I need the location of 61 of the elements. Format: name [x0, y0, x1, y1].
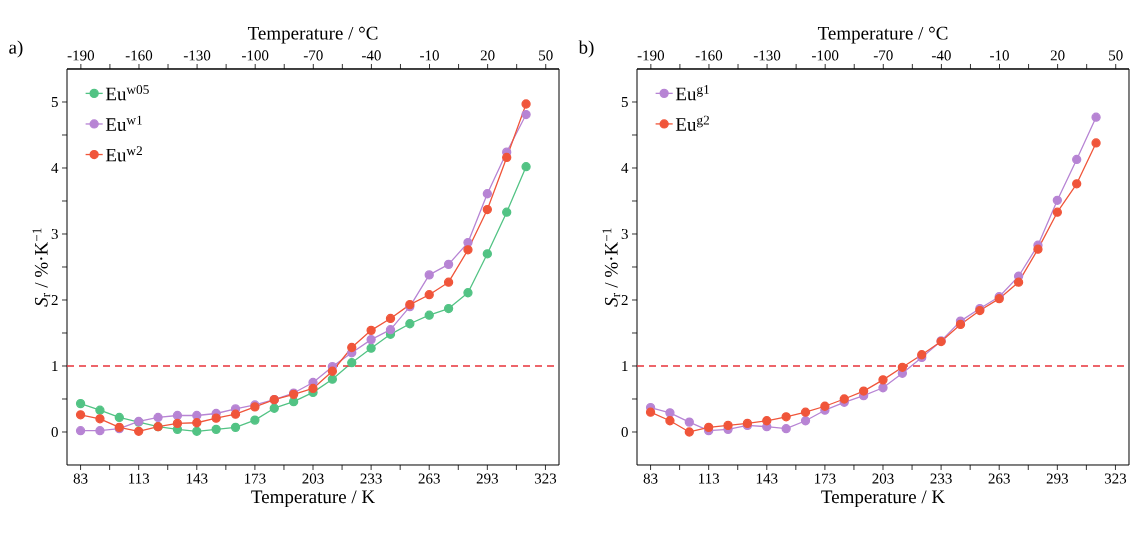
x2-tick-label: -130 [183, 50, 211, 61]
x2-axis-title: Temperature / °C [247, 26, 378, 44]
y-tick-label: 5 [621, 97, 628, 107]
x2-tick-label: -160 [695, 50, 723, 61]
legend-label: Eu$^{w05}$ [105, 85, 149, 101]
x-tick-label: 233 [360, 473, 382, 484]
x2-tick-label: -10 [420, 50, 439, 61]
y-tick-label: 4 [621, 163, 629, 173]
x2-tick-label: -160 [125, 50, 153, 61]
legend-label: Eu$^{w1}$ [105, 115, 142, 131]
y-tick-label: 5 [51, 97, 58, 107]
y-tick-label: 1 [622, 361, 628, 371]
legend-label: Eu$^{g2}$ [675, 115, 709, 131]
x2-tick-label: 20 [1050, 50, 1065, 61]
x2-tick-label: -130 [753, 50, 781, 61]
x-tick-label: 83 [73, 473, 88, 484]
x-tick-label: 203 [302, 473, 324, 484]
x2-tick-label: 50 [1109, 50, 1123, 61]
legend-label: Eu$^{g1}$ [675, 85, 709, 101]
x2-tick-label: -100 [811, 50, 839, 61]
x-tick-label: 173 [244, 473, 266, 484]
y-tick-label: 2 [51, 295, 58, 305]
x-tick-label: 173 [814, 473, 836, 484]
x-tick-label: 263 [418, 473, 440, 484]
x2-tick-label: -190 [637, 50, 665, 61]
y-tick-label: 1 [52, 361, 58, 371]
y-axis-title: S$_{r}$ / %·K$^{−1}$ [602, 228, 621, 307]
text: a) [9, 40, 23, 58]
x-tick-label: 293 [476, 473, 498, 484]
y-tick-label: 3 [51, 228, 58, 240]
y-tick-label: 4 [51, 163, 59, 173]
y-tick-label: 0 [621, 426, 628, 438]
x2-tick-label: -40 [361, 50, 381, 61]
x-tick-label: 323 [534, 473, 557, 484]
x-tick-label: 113 [699, 473, 720, 484]
x-axis-title: Temperature / K [251, 490, 375, 508]
x-tick-label: 263 [988, 473, 1010, 484]
x2-tick-label: -40 [931, 50, 951, 61]
x2-tick-label: -10 [990, 50, 1009, 61]
x-tick-label: 293 [1046, 473, 1068, 484]
x2-tick-label: -190 [67, 50, 95, 61]
x-tick-label: 203 [872, 473, 894, 484]
x-axis-title: Temperature / K [821, 490, 945, 508]
y-tick-label: 2 [621, 295, 628, 305]
x2-tick-label: -70 [303, 50, 323, 61]
x-tick-label: 113 [129, 473, 150, 484]
x-tick-label: 143 [186, 473, 208, 484]
x2-tick-label: -70 [873, 50, 893, 61]
x2-axis-title: Temperature / °C [817, 26, 948, 44]
x-tick-label: 233 [930, 473, 952, 484]
text: b) [578, 40, 594, 58]
legend-label: Eu$^{w2}$ [105, 146, 142, 162]
x-tick-label: 83 [643, 473, 658, 484]
x-tick-label: 143 [756, 473, 778, 484]
y-tick-label: 0 [51, 426, 58, 438]
x-tick-label: 323 [1104, 473, 1127, 484]
x2-tick-label: 50 [539, 50, 553, 61]
x2-tick-label: 20 [480, 50, 495, 61]
y-axis-title: S$_{r}$ / %·K$^{−1}$ [32, 228, 51, 307]
x2-tick-label: -100 [241, 50, 269, 61]
y-tick-label: 3 [621, 228, 628, 240]
